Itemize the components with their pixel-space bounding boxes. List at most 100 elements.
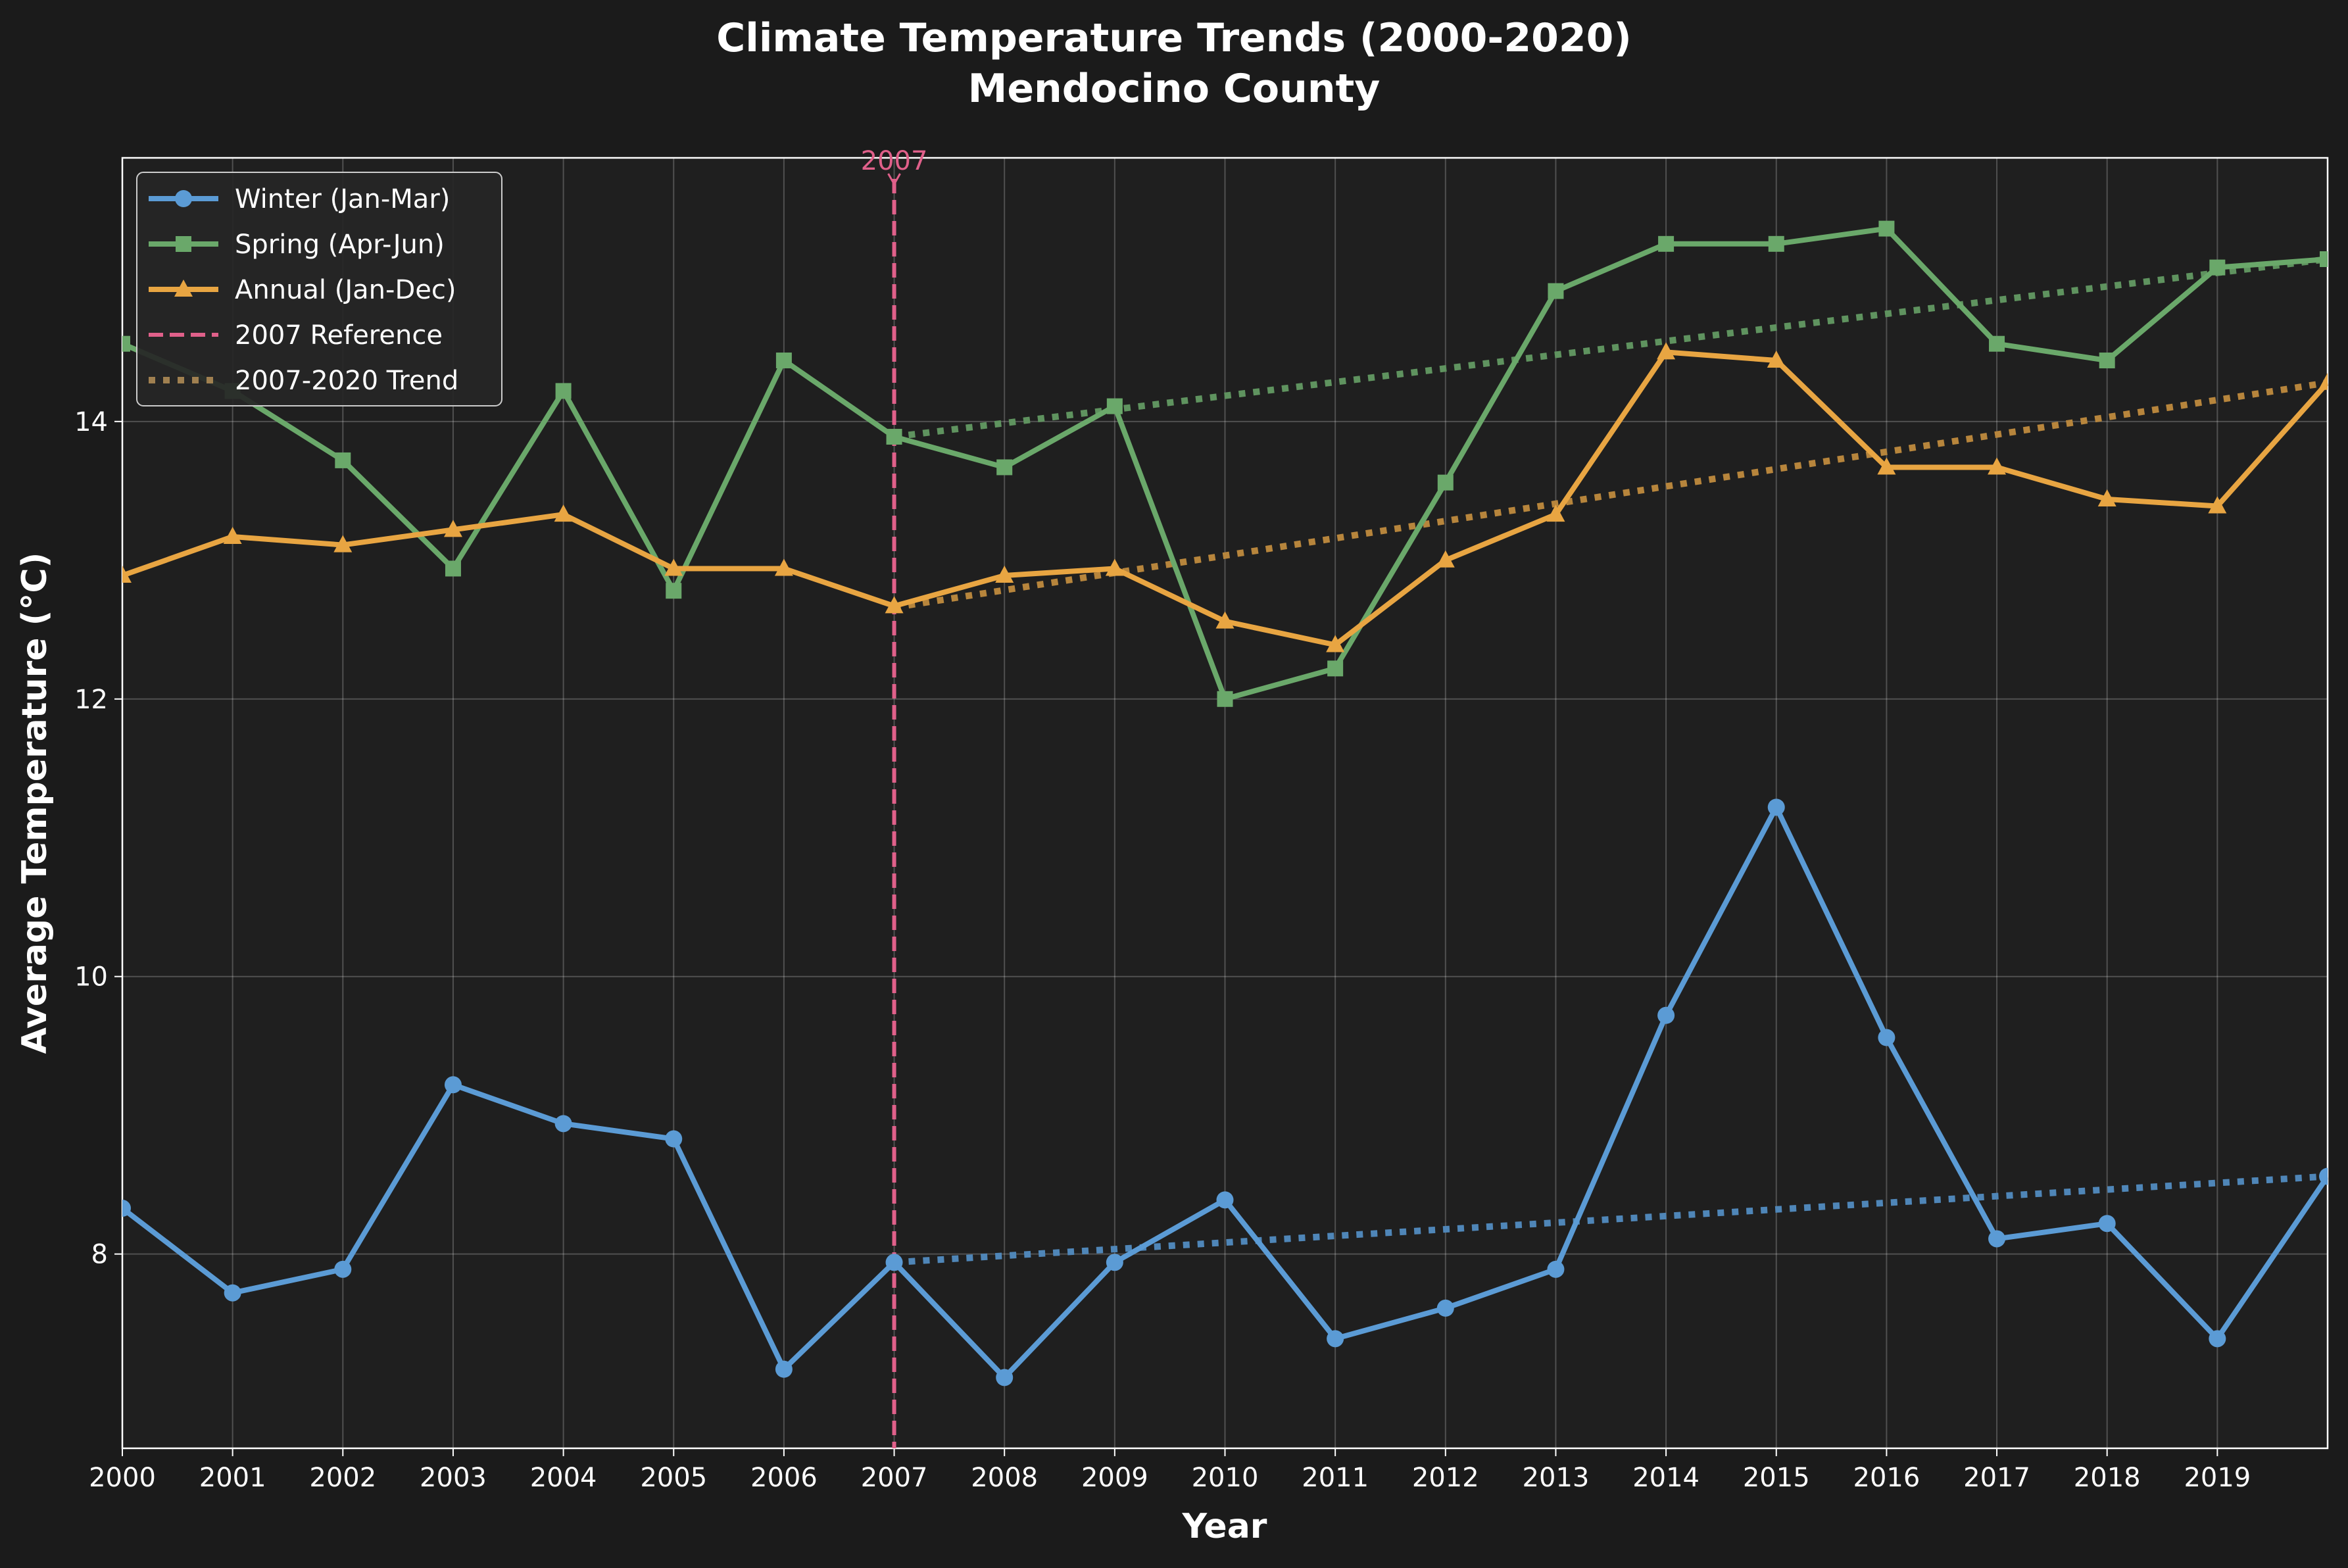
- x-tick-label: 2008: [971, 1463, 1038, 1493]
- data-point: [886, 429, 902, 445]
- data-point: [1657, 1006, 1675, 1024]
- data-point: [2320, 251, 2328, 268]
- data-point: [2319, 1167, 2328, 1185]
- x-tick-label: 2019: [2184, 1463, 2251, 1493]
- x-axis-label: Year: [1182, 1507, 1267, 1546]
- data-point: [555, 383, 572, 399]
- legend-marker: [174, 280, 193, 297]
- data-point: [666, 583, 682, 599]
- data-point: [665, 1130, 683, 1148]
- data-point: [122, 1200, 131, 1217]
- chart-title: Climate Temperature Trends (2000-2020): [716, 15, 1632, 61]
- y-tick-label: 12: [74, 685, 108, 715]
- data-point: [1546, 504, 1565, 522]
- data-point: [1878, 1029, 1896, 1046]
- data-point: [1436, 550, 1455, 568]
- x-tick-label: 2012: [1412, 1463, 1479, 1493]
- data-point: [1658, 235, 1675, 252]
- y-tick-label: 14: [74, 407, 108, 437]
- reference-line-group: 2007: [861, 146, 928, 1448]
- data-point: [1327, 1330, 1344, 1348]
- y-tick-label: 8: [91, 1240, 108, 1270]
- data-point: [885, 1254, 903, 1271]
- data-point: [445, 560, 461, 577]
- data-point: [1988, 1230, 2006, 1248]
- y-tick-label: 10: [74, 962, 108, 992]
- x-tick-label: 2006: [750, 1463, 818, 1493]
- axis-ticks: 2000 2001 2002 2003 2004 2005 2006 2007 2008 2009…: [74, 407, 2251, 1493]
- x-tick-label: 2002: [309, 1463, 376, 1493]
- reference-label: 2007: [861, 146, 928, 176]
- x-tick-label: 2016: [1853, 1463, 1920, 1493]
- data-point: [554, 504, 573, 522]
- data-point: [444, 1076, 462, 1094]
- data-point: [2097, 489, 2116, 506]
- data-point: [1988, 457, 2007, 475]
- data-point: [1878, 220, 1895, 237]
- data-point: [1767, 351, 1786, 368]
- x-tick-label: 2010: [1192, 1463, 1259, 1493]
- data-point: [1547, 1260, 1565, 1278]
- x-tick-label: 2014: [1632, 1463, 1700, 1493]
- trend-lines: [893, 256, 2328, 1266]
- x-tick-label: 2017: [1963, 1463, 2030, 1493]
- x-tick-label: 2007: [861, 1463, 928, 1493]
- legend-label: Annual (Jan-Dec): [235, 275, 456, 305]
- data-point: [2209, 1330, 2226, 1348]
- legend-label: Winter (Jan-Mar): [235, 184, 450, 214]
- x-tick-label: 2009: [1081, 1463, 1148, 1493]
- x-tick-label: 2000: [89, 1463, 156, 1493]
- x-tick-label: 2018: [2074, 1463, 2141, 1493]
- x-tick-label: 2001: [199, 1463, 266, 1493]
- legend-marker: [175, 190, 192, 207]
- data-point: [775, 1360, 793, 1378]
- data-point: [1106, 1254, 1123, 1271]
- legend-box: [136, 172, 502, 406]
- data-point: [1215, 611, 1235, 629]
- data-point: [333, 535, 353, 552]
- data-point: [774, 558, 793, 576]
- x-tick-label: 2011: [1302, 1463, 1369, 1493]
- data-point: [554, 1115, 572, 1133]
- data-point: [885, 596, 904, 614]
- data-point: [2208, 496, 2227, 514]
- x-tick-label: 2005: [640, 1463, 707, 1493]
- data-point: [122, 566, 132, 583]
- data-point: [664, 558, 683, 576]
- data-point: [1768, 235, 1784, 252]
- data-point: [1105, 558, 1124, 576]
- data-point: [2099, 353, 2115, 369]
- data-point: [1216, 1191, 1234, 1209]
- x-tick-label: 2013: [1523, 1463, 1590, 1493]
- data-point: [1877, 457, 1896, 475]
- data-point: [1437, 474, 1454, 491]
- legend-label: Spring (Apr-Jun): [235, 230, 445, 260]
- series-lines: [122, 220, 2328, 1386]
- legend-marker: [176, 236, 191, 252]
- legend-label: 2007-2020 Trend: [235, 366, 458, 396]
- x-tick-label: 2004: [530, 1463, 597, 1493]
- data-point: [1548, 283, 1564, 299]
- data-point: [996, 1369, 1014, 1386]
- data-point: [223, 526, 242, 544]
- data-point: [1989, 335, 2005, 352]
- data-point: [2318, 372, 2328, 390]
- data-point: [1217, 691, 1233, 707]
- data-point: [1657, 342, 1676, 360]
- data-point: [1327, 660, 1344, 677]
- data-point: [775, 353, 792, 369]
- grid: [122, 158, 2328, 1448]
- legend: Winter (Jan-Mar) Spring (Apr-Jun) Annual (…: [136, 172, 502, 406]
- legend-label: 2007 Reference: [235, 320, 443, 351]
- x-tick-label: 2003: [420, 1463, 487, 1493]
- data-point: [1326, 635, 1345, 652]
- reference-arrow: [887, 173, 901, 187]
- data-point: [443, 520, 462, 537]
- chart-subtitle: Mendocino County: [968, 66, 1381, 112]
- data-point: [334, 1260, 352, 1278]
- trend-line: [893, 379, 2328, 611]
- data-point: [995, 566, 1014, 583]
- data-point: [122, 335, 130, 352]
